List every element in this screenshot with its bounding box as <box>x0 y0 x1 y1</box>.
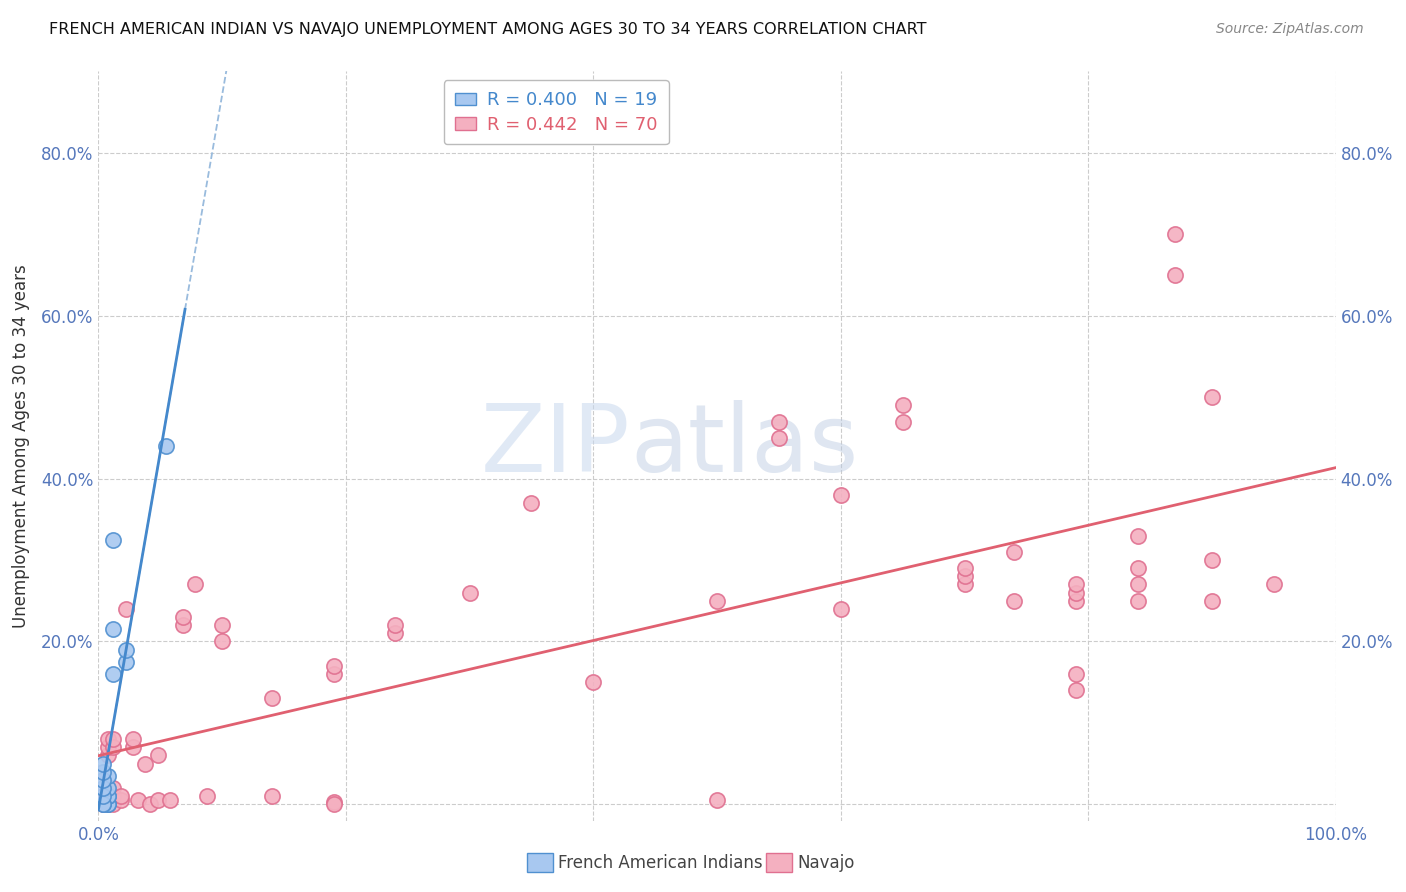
Point <box>706 793 728 807</box>
Text: Navajo: Navajo <box>797 854 855 871</box>
Point <box>322 795 344 809</box>
Point <box>93 756 115 771</box>
Text: ZIP: ZIP <box>481 400 630 492</box>
Point <box>260 691 283 706</box>
Point <box>1064 667 1087 681</box>
Point <box>172 618 194 632</box>
Point <box>1002 593 1025 607</box>
Y-axis label: Unemployment Among Ages 30 to 34 years: Unemployment Among Ages 30 to 34 years <box>11 264 30 628</box>
Point <box>97 732 120 747</box>
Text: FRENCH AMERICAN INDIAN VS NAVAJO UNEMPLOYMENT AMONG AGES 30 TO 34 YEARS CORRELAT: FRENCH AMERICAN INDIAN VS NAVAJO UNEMPLO… <box>49 22 927 37</box>
Point <box>93 797 115 812</box>
Text: French American Indians: French American Indians <box>558 854 763 871</box>
Point <box>103 732 125 747</box>
Point <box>97 797 120 812</box>
Point <box>103 740 125 755</box>
Point <box>384 618 406 632</box>
Point <box>110 793 132 807</box>
Point <box>103 789 125 804</box>
Point <box>97 789 120 804</box>
Point <box>103 533 125 547</box>
Point <box>260 789 283 804</box>
Point <box>97 797 120 812</box>
Point <box>93 772 115 787</box>
Point <box>93 780 115 795</box>
Point <box>93 793 115 807</box>
Point <box>97 769 120 783</box>
Point <box>127 793 149 807</box>
Point <box>1126 577 1149 591</box>
Point <box>134 756 156 771</box>
Point <box>114 642 136 657</box>
Point <box>211 618 233 632</box>
Point <box>768 431 790 445</box>
Point <box>146 748 169 763</box>
Point <box>97 740 120 755</box>
Point <box>322 667 344 681</box>
Point <box>103 797 125 812</box>
Point <box>582 675 605 690</box>
Point <box>1164 268 1187 282</box>
Point <box>384 626 406 640</box>
Text: atlas: atlas <box>630 400 859 492</box>
Point <box>114 655 136 669</box>
Point <box>1064 585 1087 599</box>
Point <box>830 488 852 502</box>
Point <box>93 764 115 779</box>
Point <box>458 585 481 599</box>
Point <box>97 780 120 795</box>
Point <box>830 602 852 616</box>
Point <box>322 659 344 673</box>
Point <box>520 496 543 510</box>
Point <box>122 740 145 755</box>
Point <box>97 793 120 807</box>
Point <box>1126 528 1149 542</box>
Point <box>953 577 976 591</box>
Point <box>768 415 790 429</box>
Point <box>114 602 136 616</box>
Point <box>1201 553 1223 567</box>
Point <box>1064 577 1087 591</box>
Point <box>93 789 115 804</box>
Point <box>891 398 914 412</box>
Point <box>1064 683 1087 698</box>
Point <box>97 789 120 804</box>
Point <box>103 667 125 681</box>
Point <box>1201 390 1223 404</box>
Point <box>1064 593 1087 607</box>
Point <box>159 793 181 807</box>
Point <box>103 780 125 795</box>
Point <box>93 789 115 804</box>
Point <box>891 415 914 429</box>
Point <box>93 797 115 812</box>
Point <box>103 622 125 636</box>
Point <box>146 793 169 807</box>
Point <box>1126 593 1149 607</box>
Point <box>155 439 177 453</box>
Point <box>1201 593 1223 607</box>
Point <box>1164 227 1187 242</box>
Point <box>1002 545 1025 559</box>
Point <box>1126 561 1149 575</box>
Point <box>122 732 145 747</box>
Point <box>195 789 218 804</box>
Point <box>97 789 120 804</box>
Point <box>953 569 976 583</box>
Point <box>184 577 207 591</box>
Point <box>172 610 194 624</box>
Point <box>110 789 132 804</box>
Point <box>93 797 115 812</box>
Point <box>1263 577 1285 591</box>
Point <box>706 593 728 607</box>
Point <box>97 748 120 763</box>
Point <box>322 797 344 812</box>
Point <box>211 634 233 648</box>
Point <box>139 797 162 812</box>
Point <box>953 561 976 575</box>
Point <box>97 797 120 812</box>
Legend: R = 0.400   N = 19, R = 0.442   N = 70: R = 0.400 N = 19, R = 0.442 N = 70 <box>444 80 668 145</box>
Text: Source: ZipAtlas.com: Source: ZipAtlas.com <box>1216 22 1364 37</box>
